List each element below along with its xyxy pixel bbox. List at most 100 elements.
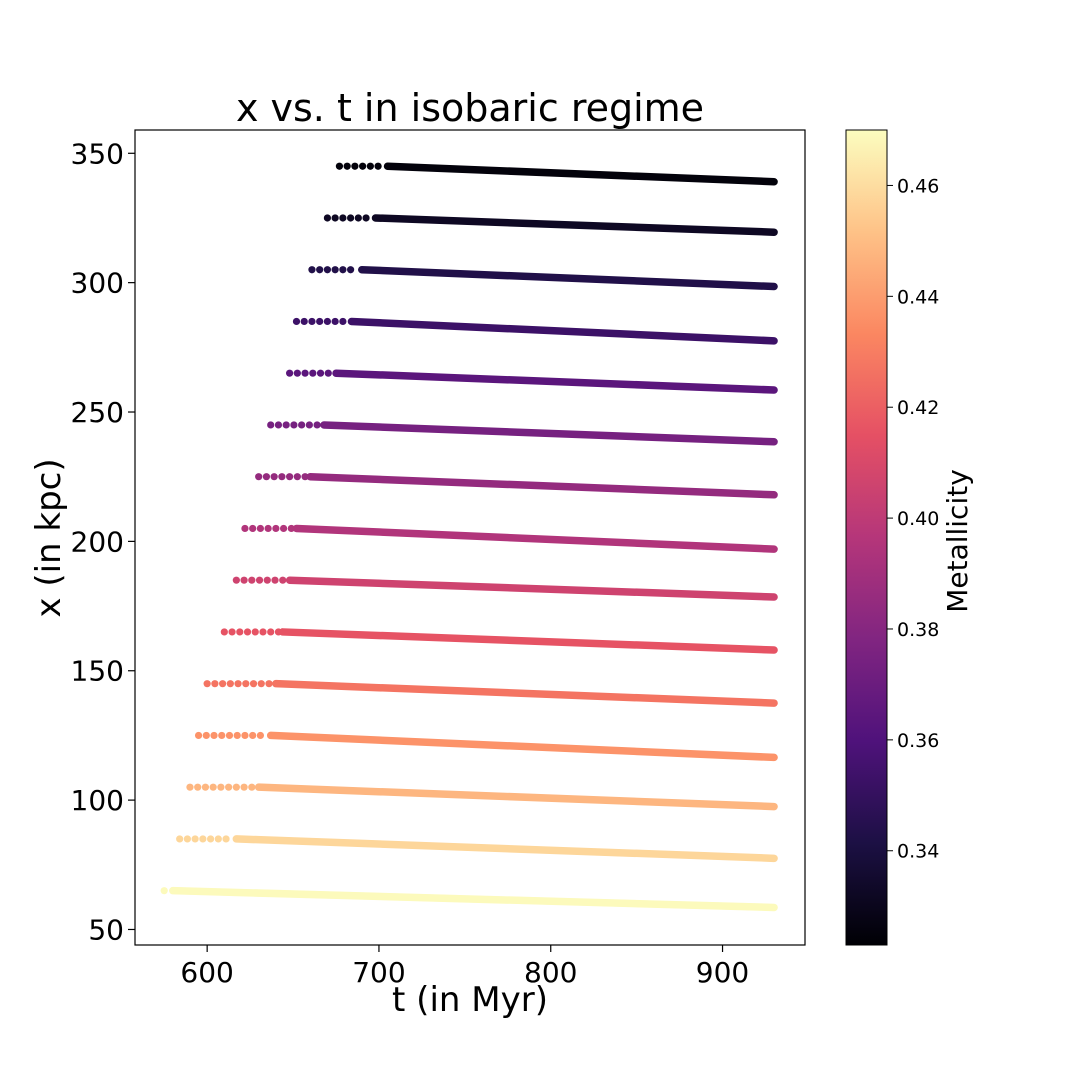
series-13-point-3 xyxy=(347,214,355,222)
series-3-point-6 xyxy=(241,731,249,740)
series-9-trail xyxy=(320,421,778,446)
series-2-point-3 xyxy=(209,783,217,791)
series-5-trail xyxy=(278,628,778,654)
series-0-point-0 xyxy=(160,887,168,895)
colorbar-ticks: 0.34 0.36 0.38 0.40 0.42 0.44 0.46 xyxy=(887,175,939,863)
series-7-point-2 xyxy=(256,524,265,533)
series-1-point-6 xyxy=(222,835,230,843)
series-12-point-1 xyxy=(316,266,324,274)
series-6 xyxy=(232,576,778,601)
series-6-point-5 xyxy=(271,576,279,584)
series-9-point-6 xyxy=(313,421,321,429)
series-5-point-0 xyxy=(220,628,228,636)
series-14 xyxy=(335,162,778,186)
plot-area-frame xyxy=(134,129,806,946)
series-11-point-4 xyxy=(323,317,332,326)
series-10-point-1 xyxy=(293,369,301,377)
x-tick-label: 700 xyxy=(352,956,405,989)
series-10 xyxy=(286,369,778,394)
x-tick-label: 600 xyxy=(180,956,233,989)
series-0 xyxy=(160,886,778,912)
series-11-point-2 xyxy=(308,317,316,326)
y-tick-label: 150 xyxy=(71,655,124,688)
series-2-point-4 xyxy=(217,783,225,791)
series-3-point-0 xyxy=(194,731,203,740)
series-3-point-1 xyxy=(202,731,210,740)
series-6-point-4 xyxy=(263,576,271,584)
series-12-point-5 xyxy=(347,266,355,274)
series-4-point-1 xyxy=(211,680,219,688)
x-tick-label: 900 xyxy=(696,956,749,989)
colorbar-tick-label: 0.34 xyxy=(897,841,939,863)
series-10-trail xyxy=(332,369,778,394)
series-12-point-4 xyxy=(339,266,347,274)
series-2-point-5 xyxy=(225,783,233,791)
series-8-point-4 xyxy=(286,473,294,481)
y-tick-label: 250 xyxy=(71,396,124,429)
series-4-point-2 xyxy=(219,680,227,688)
series-1-point-0 xyxy=(176,835,184,843)
series-7-trail xyxy=(292,524,778,553)
series-1-point-2 xyxy=(191,835,199,843)
series-13-point-4 xyxy=(354,214,362,222)
series-10-point-4 xyxy=(316,369,325,377)
y-tick-label: 350 xyxy=(71,137,124,170)
series-13 xyxy=(323,214,778,236)
series-11-trail xyxy=(347,317,778,345)
x-axis-label: t (in Myr) xyxy=(392,980,548,1020)
series-9-point-2 xyxy=(282,421,290,429)
series-13-point-1 xyxy=(331,214,339,222)
y-tick-label: 300 xyxy=(71,267,124,300)
series-8-point-2 xyxy=(270,473,278,481)
series-10-point-5 xyxy=(324,369,332,377)
series-2-point-0 xyxy=(186,783,194,791)
series-2-point-2 xyxy=(201,783,210,791)
series-4-trail xyxy=(272,679,778,707)
series-5-point-4 xyxy=(251,628,259,636)
x-tick-label: 800 xyxy=(524,956,577,989)
series-10-point-2 xyxy=(301,369,309,377)
y-axis-label: x (in kpc) xyxy=(29,458,69,617)
series-8 xyxy=(255,472,778,499)
colorbar-tick-label: 0.36 xyxy=(897,730,939,752)
series-14-point-2 xyxy=(351,162,359,170)
colorbar-label: Metallicity xyxy=(941,469,974,613)
colorbar-tick-label: 0.46 xyxy=(897,175,939,197)
colorbar-tick-label: 0.42 xyxy=(897,397,939,419)
series-3-point-2 xyxy=(210,731,218,740)
series-13-point-0 xyxy=(323,214,332,222)
series-10-point-0 xyxy=(286,369,294,377)
series-7 xyxy=(241,524,778,553)
series-5-point-2 xyxy=(236,628,244,636)
series-3-point-5 xyxy=(233,731,241,740)
colorbar-tick-label: 0.38 xyxy=(897,619,939,641)
data-points xyxy=(160,162,778,912)
series-4-point-4 xyxy=(234,680,242,688)
series-3-point-3 xyxy=(218,731,226,740)
series-4-point-8 xyxy=(265,680,273,688)
series-14-point-1 xyxy=(343,162,351,170)
series-12-point-0 xyxy=(308,266,316,274)
series-12-trail xyxy=(358,265,778,291)
series-13-point-5 xyxy=(362,214,370,222)
series-12 xyxy=(308,265,778,291)
series-6-point-2 xyxy=(248,576,256,584)
colorbar-tick-label: 0.44 xyxy=(897,286,939,308)
series-11-point-3 xyxy=(316,317,324,326)
series-8-point-6 xyxy=(301,473,309,481)
series-12-point-3 xyxy=(331,266,339,274)
series-14-point-4 xyxy=(366,162,374,170)
series-1-point-3 xyxy=(199,835,207,843)
series-11-point-6 xyxy=(339,317,347,326)
series-5-point-5 xyxy=(259,628,267,636)
series-6-point-0 xyxy=(232,576,240,584)
series-7-point-1 xyxy=(249,524,257,533)
series-5 xyxy=(220,628,778,654)
series-4-point-6 xyxy=(249,680,258,688)
series-7-point-3 xyxy=(264,524,272,533)
y-tick-label: 100 xyxy=(71,784,124,817)
series-7-point-4 xyxy=(272,524,280,533)
series-12-point-2 xyxy=(323,266,332,274)
series-3-point-8 xyxy=(256,731,265,740)
